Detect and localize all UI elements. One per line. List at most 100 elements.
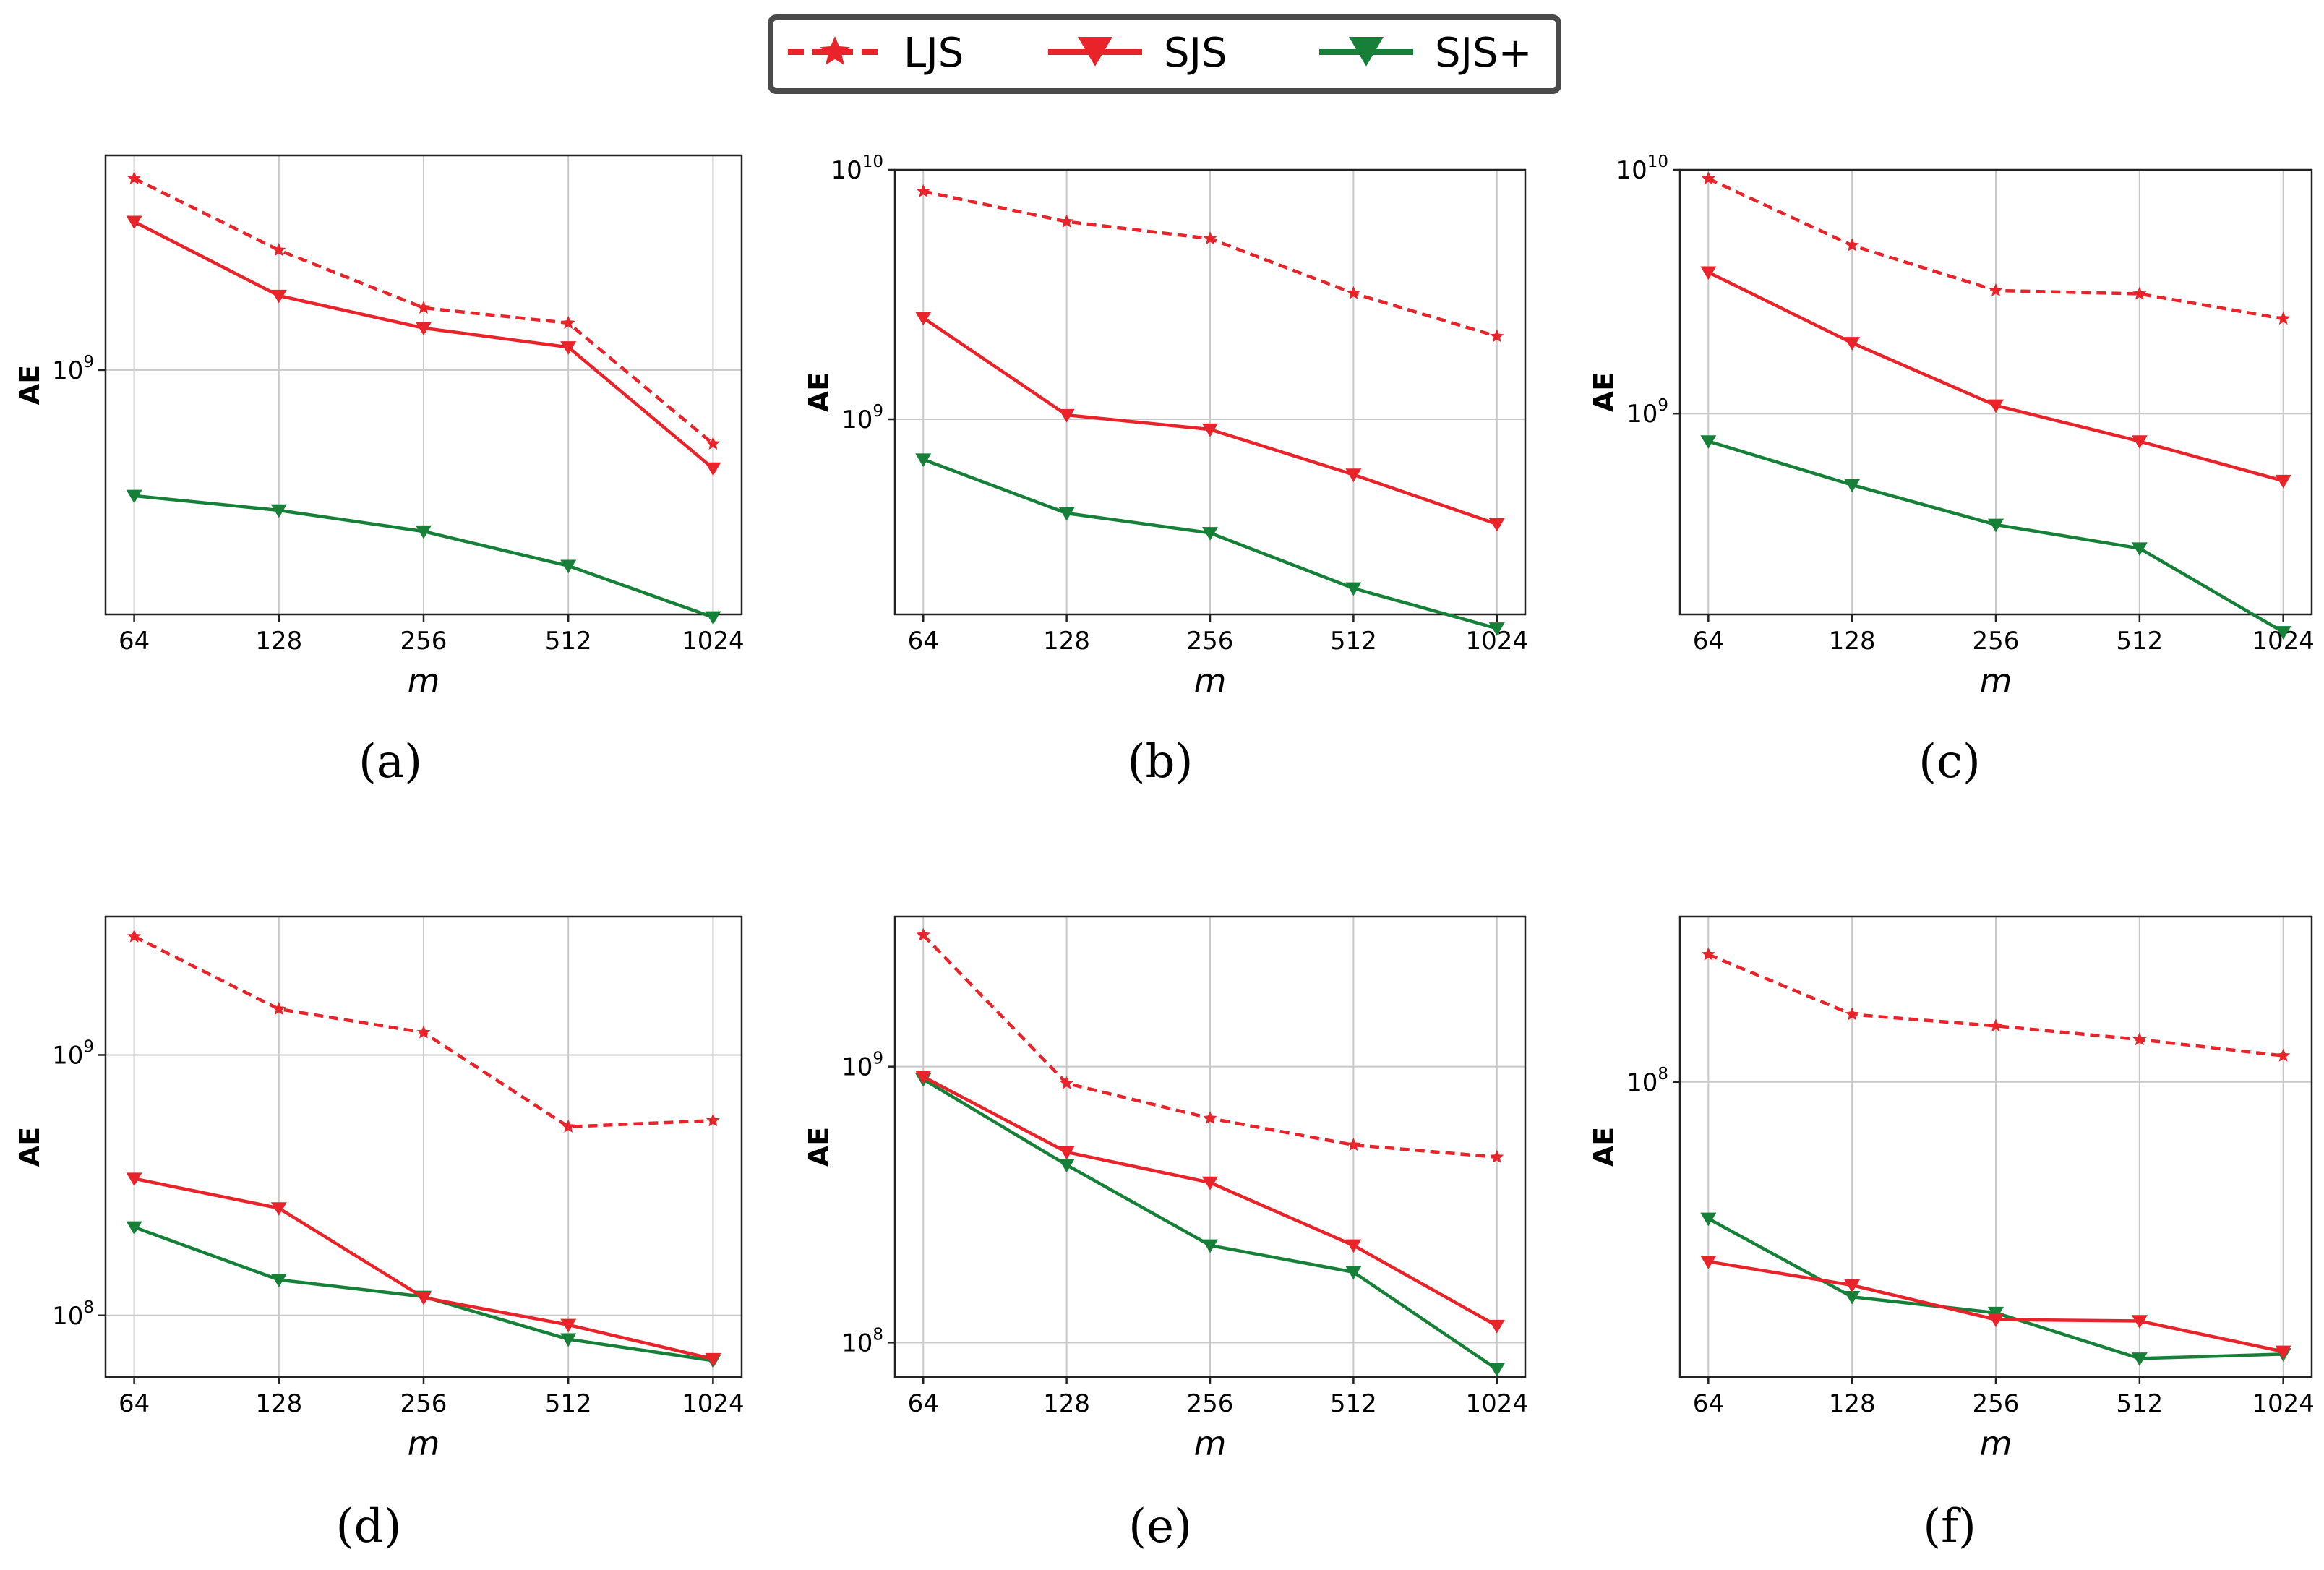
point-ljs bbox=[916, 184, 930, 197]
x-axis-label: m bbox=[408, 661, 440, 700]
point-ljs bbox=[2276, 312, 2291, 325]
point-sjs bbox=[416, 1291, 432, 1305]
x-tick-label: 64 bbox=[908, 627, 939, 656]
y-tick-label: 1010 bbox=[1616, 153, 1668, 185]
x-axis-label: m bbox=[408, 1424, 440, 1463]
point-sjs-plus bbox=[2275, 626, 2291, 640]
point-sjs bbox=[1988, 399, 2004, 413]
legend-marker-sjs bbox=[1078, 37, 1112, 67]
x-tick-label: 256 bbox=[400, 627, 447, 656]
x-axis-label: m bbox=[1194, 1424, 1227, 1463]
point-sjs-plus bbox=[126, 489, 142, 504]
x-tick-label: 128 bbox=[1829, 1389, 1876, 1418]
point-sjs-plus bbox=[1988, 518, 2004, 533]
point-sjs-plus bbox=[1345, 1266, 1362, 1280]
x-tick-label: 512 bbox=[1330, 1389, 1377, 1418]
x-tick-label: 512 bbox=[545, 627, 592, 656]
x-axis-label: m bbox=[1194, 661, 1227, 700]
x-tick-label: 64 bbox=[1693, 627, 1724, 656]
x-tick-label: 128 bbox=[1043, 627, 1090, 656]
point-sjs bbox=[560, 1318, 577, 1333]
point-sjs-plus bbox=[2131, 542, 2148, 557]
y-tick-label: 108 bbox=[52, 1298, 94, 1331]
chart-panel-d: 64 128 256 512 1024 108 109 AE m(d) bbox=[14, 915, 745, 1553]
y-tick-label: 108 bbox=[841, 1325, 883, 1357]
x-tick-label: 64 bbox=[119, 627, 150, 656]
point-ljs bbox=[561, 1119, 575, 1133]
x-tick-label: 1024 bbox=[682, 1389, 745, 1418]
point-ljs bbox=[2132, 1032, 2147, 1046]
x-tick-label: 128 bbox=[1043, 1389, 1090, 1418]
x-tick-label: 128 bbox=[255, 1389, 302, 1418]
point-sjs-plus bbox=[1058, 507, 1075, 521]
point-ljs bbox=[1989, 283, 2003, 296]
point-sjs bbox=[560, 341, 577, 355]
x-tick-label: 256 bbox=[1187, 627, 1234, 656]
point-ljs bbox=[1490, 1149, 1504, 1163]
point-sjs bbox=[416, 322, 432, 336]
point-sjs-plus bbox=[1345, 582, 1362, 596]
y-tick-label: 109 bbox=[841, 1050, 883, 1082]
y-axis-label: AE bbox=[1588, 372, 1620, 412]
point-ljs bbox=[706, 437, 720, 450]
point-sjs bbox=[2131, 1315, 2148, 1329]
point-ljs bbox=[127, 929, 142, 943]
point-sjs bbox=[126, 1172, 142, 1187]
point-sjs-plus bbox=[1058, 1159, 1075, 1173]
x-tick-label: 512 bbox=[2116, 1389, 2163, 1418]
x-tick-label: 128 bbox=[255, 627, 302, 656]
point-ljs bbox=[1346, 286, 1360, 299]
point-sjs bbox=[126, 215, 142, 230]
chart-panel-e: 64 128 256 512 1024 108 109 AE m(e) bbox=[803, 915, 1528, 1553]
point-sjs bbox=[1488, 1319, 1505, 1334]
point-ljs bbox=[1845, 1007, 1859, 1021]
point-ljs bbox=[1060, 214, 1074, 228]
point-sjs-plus bbox=[705, 611, 721, 625]
x-tick-label: 64 bbox=[908, 1389, 939, 1418]
legend-label-sjs: SJS bbox=[1164, 30, 1227, 77]
x-tick-label: 512 bbox=[545, 1389, 592, 1418]
point-sjs-plus bbox=[1700, 1212, 1717, 1227]
point-sjs bbox=[1345, 468, 1362, 483]
point-ljs bbox=[272, 1002, 286, 1016]
point-ljs bbox=[416, 300, 431, 314]
point-sjs bbox=[705, 462, 721, 476]
point-ljs bbox=[561, 315, 575, 329]
point-sjs-plus bbox=[126, 1221, 142, 1235]
point-sjs bbox=[1345, 1239, 1362, 1253]
point-sjs bbox=[1700, 266, 1717, 280]
series-line-ljs bbox=[1707, 953, 2284, 1058]
point-sjs-plus bbox=[1844, 479, 1861, 493]
x-tick-label: 1024 bbox=[1465, 1389, 1528, 1418]
x-tick-label: 512 bbox=[2116, 627, 2163, 656]
point-ljs bbox=[1845, 238, 1859, 252]
point-sjs-plus bbox=[416, 525, 432, 539]
point-sjs bbox=[1058, 408, 1075, 423]
x-tick-label: 256 bbox=[1973, 627, 2020, 656]
point-sjs bbox=[1844, 1279, 1861, 1293]
point-ljs bbox=[272, 243, 286, 257]
x-tick-label: 256 bbox=[400, 1389, 447, 1418]
point-sjs bbox=[915, 1071, 932, 1084]
point-ljs bbox=[1701, 171, 1715, 185]
y-tick-label: 109 bbox=[52, 353, 94, 385]
panel-label: (c) bbox=[1918, 735, 1981, 789]
y-axis-label: AE bbox=[1588, 1127, 1620, 1167]
point-ljs bbox=[2276, 1048, 2291, 1062]
y-axis-label: AE bbox=[803, 372, 835, 412]
point-sjs-plus bbox=[560, 559, 577, 574]
point-ljs bbox=[706, 1113, 720, 1127]
point-sjs bbox=[1844, 337, 1861, 351]
point-sjs bbox=[2275, 474, 2291, 489]
x-tick-label: 512 bbox=[1330, 627, 1377, 656]
panel-label: (e) bbox=[1128, 1500, 1192, 1553]
point-ljs bbox=[916, 927, 930, 941]
y-axis-label: AE bbox=[14, 365, 46, 405]
point-ljs bbox=[1203, 231, 1217, 245]
series-line-ljs bbox=[133, 176, 714, 445]
y-axis-label: AE bbox=[14, 1127, 46, 1167]
